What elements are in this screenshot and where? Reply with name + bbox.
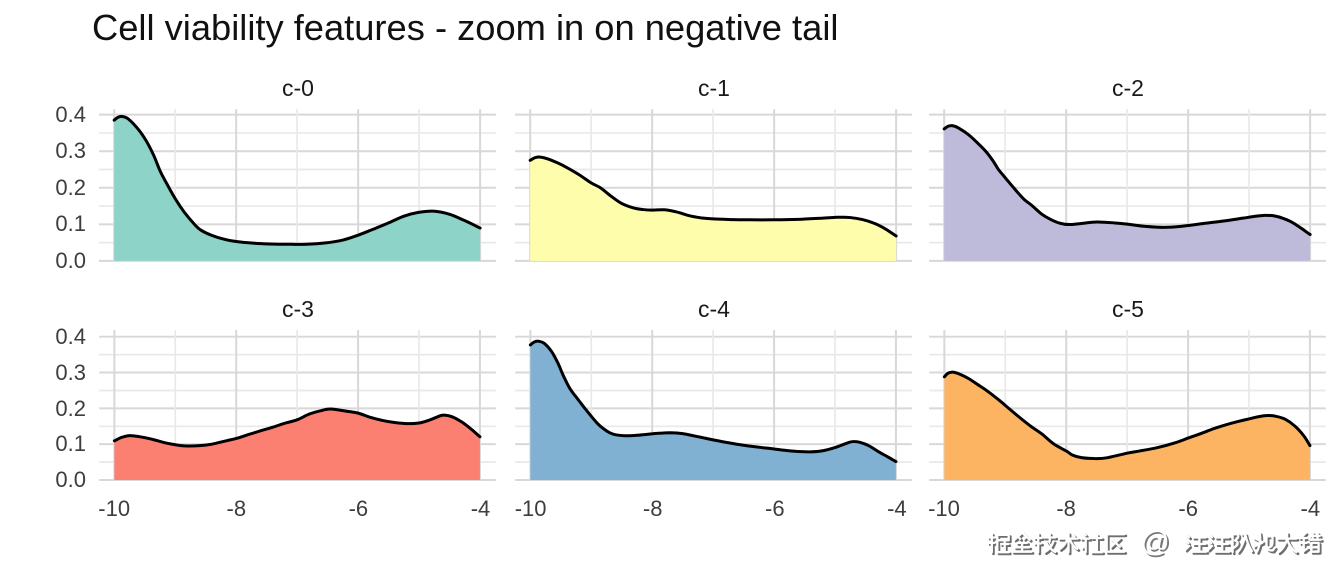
- svg-text:@: @: [1140, 526, 1169, 558]
- svg-text:@: @: [1142, 528, 1171, 560]
